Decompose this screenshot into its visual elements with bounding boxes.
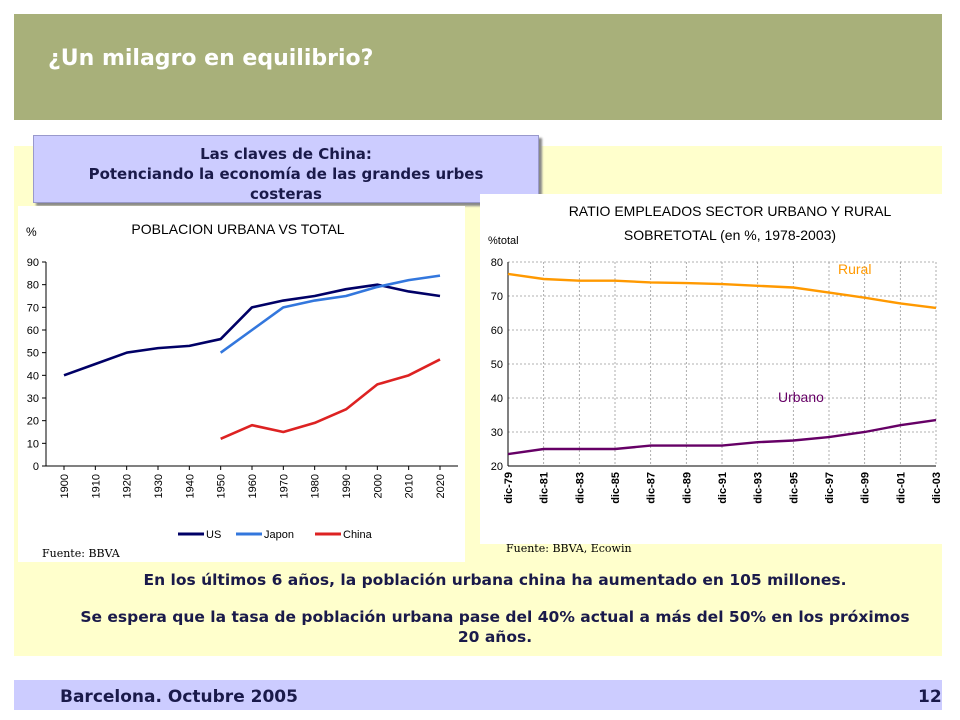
chart1-x-tick-label: 1930 — [153, 474, 165, 498]
chart1-y-tick-label: 40 — [27, 370, 39, 382]
chart1-x-tick-label: 1960 — [247, 474, 259, 498]
chart1-x-tick-label: 1900 — [59, 474, 71, 498]
chart1-y-tick-label: 90 — [27, 257, 39, 269]
chart2-source: Fuente: BBVA, Ecowin — [506, 542, 632, 555]
chart1-series-us — [63, 283, 441, 377]
chart2-y-tick-label: 50 — [491, 359, 503, 371]
footer-location: Barcelona. Octubre 2005 — [60, 687, 298, 707]
chart2-series-rural — [507, 272, 937, 310]
chart2-ylabel: %total — [488, 235, 519, 247]
chart2-y-tick-label: 20 — [491, 461, 503, 473]
chart-ratio: RATIO EMPLEADOS SECTOR URBANO Y RURAL SOB… — [488, 203, 943, 504]
chart1-series-japon — [219, 274, 441, 354]
chart2-title-line1: RATIO EMPLEADOS SECTOR URBANO Y RURAL — [569, 203, 892, 219]
chart1-y-tick-label: 0 — [33, 461, 39, 473]
chart2-annotation-urbano: Urbano — [778, 389, 824, 405]
chart-poblacion-card: POBLACION URBANA VS TOTAL% 0 10 20 30 40 50 60 7… — [18, 206, 465, 562]
chart1-x-tick-label: 1980 — [310, 474, 322, 498]
chart1-x-tick-label: 2020 — [435, 474, 447, 498]
page-number: 12 — [918, 687, 942, 707]
chart2-x-tick-label: dic-79 — [503, 472, 515, 504]
chart-ratio-card: RATIO EMPLEADOS SECTOR URBANO Y RURAL SOB… — [480, 194, 943, 544]
chart2-series-urbano — [507, 418, 937, 456]
chart1-x-tick-label: 1910 — [90, 474, 102, 498]
claves-box-line1: Las claves de China: — [200, 145, 372, 163]
chart2-x-tick-label: dic-83 — [574, 472, 586, 504]
chart1-x-tick-label: 1990 — [341, 474, 353, 498]
slide-title: ¿Un milagro en equilibrio? — [48, 46, 374, 71]
chart1-y-tick-label: 10 — [27, 438, 39, 450]
chart1-y-tick-label: 80 — [27, 280, 39, 292]
chart1-series-china — [220, 358, 441, 440]
chart1-title: POBLACION URBANA VS TOTAL — [131, 221, 344, 237]
chart2-x-tick-label: dic-03 — [931, 472, 942, 504]
chart1-x-tick-label: 1940 — [184, 474, 196, 498]
chart2-y-tick-label: 40 — [491, 393, 503, 405]
chart1-x-tick-label: 2010 — [404, 474, 416, 498]
chart2-x-tick-label: dic-01 — [895, 472, 907, 504]
header-band — [14, 14, 942, 120]
chart1-y-tick-label: 50 — [27, 348, 39, 360]
chart2-x-tick-label: dic-85 — [610, 472, 622, 504]
chart1-x-tick-label: 2000 — [372, 474, 384, 498]
chart2-x-tick-label: dic-99 — [860, 472, 872, 504]
chart2-x-tick-label: dic-91 — [717, 472, 729, 504]
chart2-y-tick-label: 30 — [491, 427, 503, 439]
chart2-y-tick-label: 80 — [491, 257, 503, 269]
footer-band — [14, 680, 942, 710]
chart2-y-tick-label: 60 — [491, 325, 503, 337]
chart2-x-tick-label: dic-93 — [753, 472, 765, 504]
chart-poblacion: POBLACION URBANA VS TOTAL% 0 10 20 30 40 50 60 7… — [26, 221, 458, 541]
chart1-legend-label: China — [343, 529, 373, 541]
chart1-x-tick-label: 1950 — [216, 474, 228, 498]
chart1-source: Fuente: BBVA — [42, 547, 120, 560]
chart1-y-tick-label: 30 — [27, 393, 39, 405]
chart1-ylabel: % — [26, 225, 37, 239]
claves-box: Las claves de China: Potenciando la econ… — [33, 135, 539, 203]
paragraph-2: Se espera que la tasa de población urban… — [80, 608, 910, 646]
chart2-x-tick-label: dic-81 — [539, 472, 551, 504]
chart2-y-tick-label: 70 — [491, 291, 503, 303]
chart1-legend-label: Japon — [264, 529, 294, 541]
chart1-legend-label: US — [206, 529, 221, 541]
chart2-x-tick-label: dic-89 — [681, 472, 693, 504]
chart1-y-tick-label: 70 — [27, 302, 39, 314]
chart1-y-tick-label: 60 — [27, 325, 39, 337]
chart1-x-tick-label: 1920 — [122, 474, 134, 498]
chart2-x-tick-label: dic-95 — [788, 472, 800, 504]
chart2-title-line2: SOBRETOTAL (en %, 1978-2003) — [624, 227, 836, 243]
claves-box-line2: Potenciando la economía de las grandes u… — [88, 165, 484, 203]
chart1-y-tick-label: 20 — [27, 416, 39, 428]
chart2-x-tick-label: dic-87 — [646, 472, 658, 504]
chart2-x-tick-label: dic-97 — [824, 472, 836, 504]
chart1-x-tick-label: 1970 — [278, 474, 290, 498]
chart2-annotation-rural: Rural — [838, 261, 871, 277]
paragraph-1: En los últimos 6 años, la población urba… — [143, 571, 847, 589]
